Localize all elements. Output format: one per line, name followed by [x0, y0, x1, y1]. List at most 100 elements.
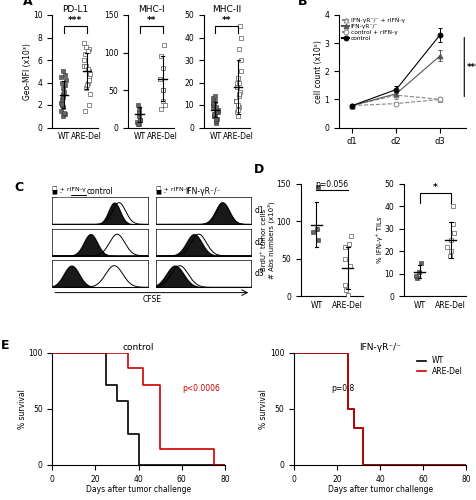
Text: ***: ***: [466, 62, 476, 72]
Point: [160, 41, 168, 49]
Text: *: *: [433, 182, 437, 192]
Legend: IFN-γR⁻/⁻ + rIFN-γ, IFN-γR⁻/⁻, control + rIFN-γ, control: IFN-γR⁻/⁻ + rIFN-γ, IFN-γR⁻/⁻, control +…: [342, 18, 405, 41]
Point: [236, 90, 243, 98]
Point: [235, 78, 242, 86]
Point: [449, 202, 456, 210]
Point: [58, 101, 66, 109]
Point: [210, 112, 218, 120]
Point: [211, 96, 219, 104]
Point: [342, 281, 349, 289]
Point: [57, 73, 65, 81]
Y-axis label: % survival: % survival: [259, 389, 268, 428]
Legend: WT, ARE-Del: WT, ARE-Del: [416, 356, 463, 376]
Point: [232, 96, 240, 104]
Text: CFSE: CFSE: [142, 296, 161, 304]
Point: [347, 232, 355, 240]
Point: [80, 62, 88, 70]
X-axis label: Days after tumor challenge: Days after tumor challenge: [86, 485, 191, 494]
Point: [58, 96, 66, 104]
Point: [81, 106, 89, 114]
Point: [450, 220, 457, 228]
Point: [61, 110, 69, 118]
Point: [61, 80, 69, 89]
Text: d2: d2: [255, 238, 265, 246]
Point: [416, 268, 423, 276]
Point: [212, 119, 219, 127]
Text: **: **: [146, 16, 156, 25]
Text: E: E: [0, 339, 9, 352]
Point: [212, 114, 219, 122]
Text: d1: d1: [255, 206, 265, 215]
Point: [209, 104, 217, 112]
Point: [133, 118, 140, 126]
Point: [413, 274, 421, 282]
Point: [135, 105, 142, 113]
Title: MHC-II: MHC-II: [212, 5, 241, 14]
Point: [85, 67, 93, 75]
Point: [213, 114, 220, 122]
Point: [86, 70, 93, 78]
Point: [236, 88, 244, 96]
Point: [81, 50, 89, 58]
Text: ☐ + rIFN-γ: ☐ + rIFN-γ: [52, 187, 86, 192]
Point: [344, 290, 351, 298]
Point: [210, 110, 218, 118]
Text: **: **: [222, 16, 232, 25]
Point: [238, 56, 245, 64]
Text: D: D: [254, 164, 264, 176]
Point: [84, 47, 92, 55]
Text: ■ -: ■ -: [156, 190, 166, 194]
Point: [58, 99, 65, 107]
Point: [443, 242, 451, 250]
Point: [212, 116, 220, 124]
Point: [136, 116, 144, 124]
Point: [341, 244, 348, 252]
Point: [237, 34, 245, 42]
Point: [446, 252, 454, 260]
Point: [208, 99, 216, 107]
Point: [59, 104, 67, 112]
Text: ■ -: ■ -: [52, 190, 62, 194]
Text: C: C: [14, 181, 23, 194]
Point: [80, 56, 88, 64]
Point: [157, 52, 165, 60]
Y-axis label: Geo-MFI (x10³): Geo-MFI (x10³): [23, 43, 31, 100]
Point: [135, 120, 142, 128]
Point: [234, 112, 242, 120]
Point: [450, 229, 458, 237]
Point: [234, 106, 241, 114]
Point: [60, 90, 67, 98]
Point: [84, 78, 92, 86]
Point: [417, 258, 425, 266]
Point: [60, 84, 67, 92]
Point: [85, 45, 93, 53]
Point: [233, 108, 241, 116]
Point: [80, 39, 88, 47]
Point: [134, 101, 142, 109]
Title: PD-L1: PD-L1: [62, 5, 89, 14]
Point: [233, 78, 240, 86]
Point: [234, 101, 242, 109]
Point: [57, 106, 65, 114]
Y-axis label: BrdU⁺ tumor cells
# Abs numbers (x10³): BrdU⁺ tumor cells # Abs numbers (x10³): [260, 201, 275, 279]
Y-axis label: % survival: % survival: [18, 389, 27, 428]
Point: [237, 67, 245, 75]
Point: [346, 262, 354, 270]
Title: IFN-γR⁻/⁻: IFN-γR⁻/⁻: [359, 342, 401, 351]
Point: [236, 45, 243, 53]
Point: [341, 254, 349, 263]
Text: A: A: [22, 0, 32, 8]
Title: MHC-I: MHC-I: [138, 5, 164, 14]
Point: [58, 78, 66, 86]
Point: [209, 99, 217, 107]
Point: [342, 286, 349, 294]
Point: [232, 96, 240, 104]
Point: [157, 74, 164, 82]
Point: [85, 73, 93, 81]
Text: p=0.056: p=0.056: [316, 180, 348, 188]
Point: [83, 80, 91, 89]
Point: [212, 104, 220, 112]
Point: [315, 184, 322, 192]
Point: [234, 74, 241, 82]
Point: [213, 108, 220, 116]
